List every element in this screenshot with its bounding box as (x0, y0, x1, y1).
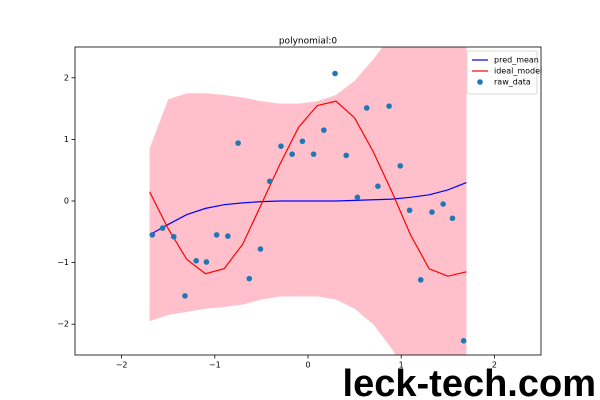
point (235, 140, 241, 146)
point (417, 277, 424, 283)
point (149, 232, 156, 238)
ticks: −2 −1 0 1 2 −2 −1 0 1 2 (57, 73, 497, 369)
point (310, 151, 317, 157)
point (440, 201, 446, 207)
legend-box (466, 50, 538, 95)
point (460, 338, 467, 344)
point (182, 293, 188, 299)
watermark: leck-tech.com (343, 363, 596, 400)
legend-label: pred_mean (494, 56, 539, 65)
x-tick-label: 0 (305, 361, 310, 370)
point (278, 143, 284, 149)
point (429, 209, 435, 215)
point (449, 215, 456, 222)
legend-marker (477, 79, 483, 85)
point (343, 152, 350, 159)
plot-area (149, 47, 467, 355)
point (170, 233, 177, 240)
point (289, 151, 295, 157)
point (321, 127, 327, 133)
legend: pred_mean ideal_model raw_data (466, 50, 542, 95)
point (354, 194, 361, 201)
y-tick-label: 2 (64, 73, 69, 82)
point (159, 225, 166, 231)
legend-label: raw_data (494, 78, 531, 87)
chart-title: polynomial:0 (279, 37, 338, 47)
point (406, 207, 413, 214)
point (213, 232, 220, 238)
x-tick-label: −1 (209, 361, 221, 370)
confidence-band (149, 47, 467, 355)
point (332, 70, 338, 77)
y-tick-label: 1 (64, 135, 69, 144)
point (299, 138, 306, 145)
y-tick-label: −1 (57, 258, 69, 267)
point (246, 275, 253, 282)
point (257, 246, 264, 252)
point (375, 183, 381, 190)
point (193, 257, 199, 264)
x-tick-label: −2 (116, 361, 128, 370)
x-tick-label: 1 (399, 361, 404, 370)
y-tick-label: −2 (57, 320, 69, 329)
x-tick-label: 2 (492, 361, 497, 370)
point (363, 105, 370, 111)
point (397, 163, 404, 169)
line (149, 100, 467, 277)
point (225, 233, 231, 239)
point (266, 178, 273, 185)
line (149, 181, 467, 236)
point (203, 259, 210, 265)
legend-label: ideal_model (494, 67, 542, 76)
y-tick-label: 0 (64, 197, 69, 206)
point (386, 103, 392, 109)
